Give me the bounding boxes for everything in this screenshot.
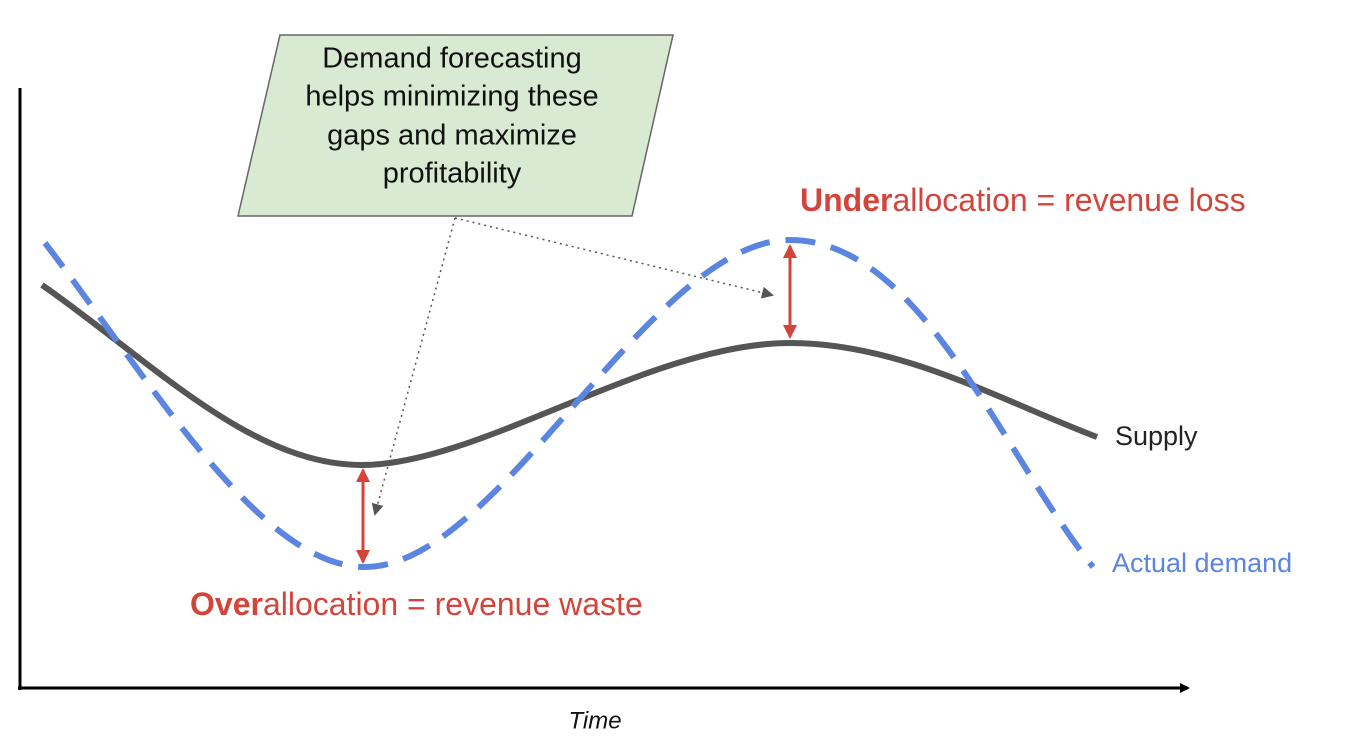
- callout-box: [237, 34, 674, 217]
- demand-label: Actual demand: [1112, 548, 1292, 578]
- x-axis-label: Time: [568, 707, 621, 734]
- demand-curve: [42, 236, 1096, 571]
- over-label: Overallocation = revenue waste: [190, 586, 643, 622]
- label-emphasis: Over: [190, 586, 263, 622]
- label-emphasis: Under: [800, 182, 892, 218]
- under-label: Underallocation = revenue loss: [800, 182, 1246, 218]
- callout-line: gaps and maximize: [327, 120, 577, 152]
- supply-curve: [40, 282, 1099, 469]
- label-text: allocation = revenue loss: [892, 182, 1245, 218]
- callout-line: helps minimizing these: [305, 81, 598, 113]
- pointer-arrow: [371, 217, 456, 516]
- callout-line: profitability: [383, 158, 522, 190]
- label-text: allocation = revenue waste: [263, 586, 643, 622]
- callout-line: Demand forecasting: [322, 43, 582, 75]
- pointer-arrow: [454, 217, 774, 299]
- supply-label: Supply: [1115, 421, 1198, 451]
